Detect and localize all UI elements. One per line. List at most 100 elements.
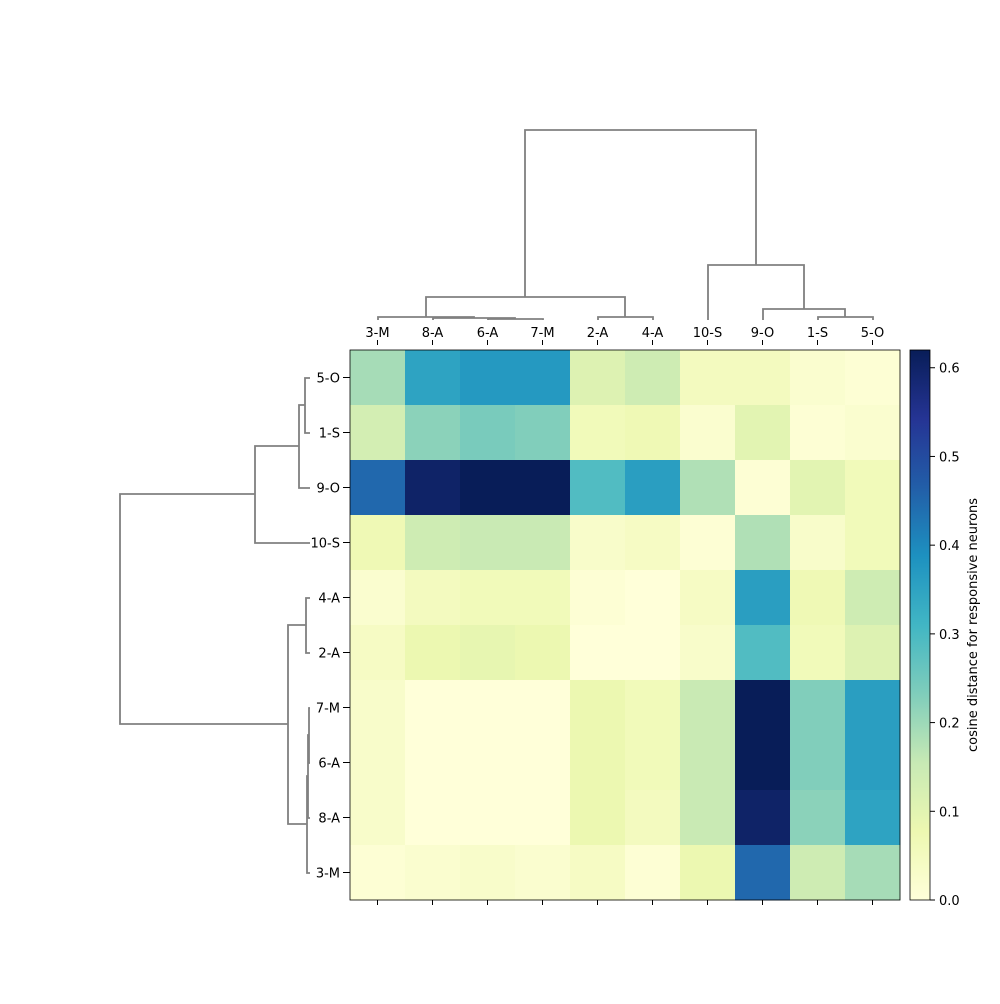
heatmap-cell	[405, 460, 461, 516]
colorbar-tick-label: 0.0	[939, 894, 960, 909]
heatmap-cell	[625, 515, 681, 571]
heatmap-cell	[460, 845, 516, 901]
heatmap-cell	[405, 405, 461, 461]
heatmap-cell	[845, 460, 901, 516]
heatmap-cell	[515, 515, 571, 571]
heatmap-cell	[405, 515, 461, 571]
heatmap-cell	[845, 350, 901, 406]
heatmap-cell	[790, 460, 846, 516]
column-label: 5-O	[861, 326, 885, 341]
column-label: 4-A	[642, 326, 664, 341]
heatmap-cell	[515, 405, 571, 461]
heatmap-cell	[405, 680, 461, 736]
heatmap-cell	[735, 735, 791, 791]
heatmap-cell	[625, 570, 681, 626]
heatmap-cell	[570, 735, 626, 791]
heatmap-cell	[680, 570, 736, 626]
heatmap-cell	[460, 790, 516, 846]
heatmap-cell	[845, 515, 901, 571]
column-label: 1-S	[807, 326, 828, 341]
heatmap-cell	[350, 515, 406, 571]
heatmap-cell	[460, 735, 516, 791]
column-dendrogram-link	[762, 308, 846, 320]
heatmap-cell	[680, 790, 736, 846]
heatmap-cell	[680, 735, 736, 791]
heatmap-cell	[460, 460, 516, 516]
heatmap-cell	[680, 680, 736, 736]
heatmap-cell	[735, 845, 791, 901]
heatmap-cell	[570, 515, 626, 571]
column-label: 8-A	[422, 326, 444, 341]
heatmap-cell	[845, 790, 901, 846]
heatmap-cell	[845, 570, 901, 626]
heatmap-cell	[625, 735, 681, 791]
heatmap-cell	[405, 735, 461, 791]
heatmap-cell	[790, 570, 846, 626]
heatmap-cell	[845, 845, 901, 901]
column-dendrogram-link	[707, 264, 805, 320]
column-dendrogram-link	[817, 316, 874, 320]
column-label: 7-M	[530, 326, 554, 341]
row-labels: 5-O 1-S 9-O 10-S 4-A 2-A 7-M 6-A 8-A 3-M	[311, 372, 350, 882]
heatmap-cell	[460, 350, 516, 406]
heatmap-cell	[735, 460, 791, 516]
row-label: 8-A	[318, 812, 340, 827]
row-dendrogram-link	[119, 493, 288, 725]
heatmap-cell	[735, 350, 791, 406]
column-label: 3-M	[365, 326, 389, 341]
heatmap-cell	[735, 570, 791, 626]
heatmap-frame	[349, 349, 901, 901]
heatmap-cell	[735, 680, 791, 736]
heatmap-cell	[790, 790, 846, 846]
heatmap-cell	[680, 845, 736, 901]
heatmap-cell	[515, 845, 571, 901]
row-dendrogram-link	[304, 377, 310, 434]
heatmap-cell	[350, 680, 406, 736]
column-dendrogram-link	[425, 296, 626, 317]
heatmap-cell	[570, 625, 626, 681]
heatmap-cell	[790, 405, 846, 461]
heatmap-cell	[515, 735, 571, 791]
colorbar-tick-label: 0.6	[939, 362, 960, 377]
heatmap-cell	[790, 515, 846, 571]
heatmap-cell	[625, 350, 681, 406]
heatmap-cell	[845, 405, 901, 461]
heatmap-cell	[735, 790, 791, 846]
heatmap-cell	[405, 625, 461, 681]
heatmap-cell	[570, 350, 626, 406]
heatmap-cell	[845, 680, 901, 736]
heatmap-cell	[625, 405, 681, 461]
colorbar-label: cosine distance for responsive neurons	[966, 498, 981, 752]
heatmap-cell	[790, 625, 846, 681]
heatmap-cell	[350, 845, 406, 901]
heatmap-cell	[570, 680, 626, 736]
column-label: 10-S	[693, 326, 723, 341]
heatmap-cell	[460, 570, 516, 626]
colorbar-tick-label: 0.3	[939, 628, 960, 643]
heatmap-cell	[735, 625, 791, 681]
heatmap	[349, 349, 901, 901]
column-labels: 3-M 8-A 6-A 7-M 2-A 4-A 10-S 9-O 1-S 5-O	[365, 326, 884, 905]
heatmap-cell	[350, 625, 406, 681]
colorbar-tick-label: 0.4	[939, 539, 960, 554]
colorbar-ticks: 0.0 0.1 0.2 0.3 0.4 0.5 0.6	[930, 362, 960, 909]
heatmap-cell	[845, 735, 901, 791]
heatmap-cell	[790, 735, 846, 791]
row-dendrogram-link	[287, 624, 307, 825]
heatmap-cell	[570, 790, 626, 846]
column-dendrogram-link	[597, 316, 654, 320]
row-dendrogram-link	[308, 707, 310, 764]
heatmap-cell	[680, 350, 736, 406]
row-label: 6-A	[318, 757, 340, 772]
heatmap-cell	[350, 570, 406, 626]
heatmap-cell	[350, 405, 406, 461]
heatmap-cell	[570, 570, 626, 626]
colorbar-tick-label: 0.2	[939, 717, 960, 732]
row-dendrogram	[119, 377, 310, 874]
heatmap-cell	[625, 460, 681, 516]
heatmap-cell	[350, 460, 406, 516]
heatmap-cell	[515, 460, 571, 516]
row-dendrogram-link	[305, 597, 310, 654]
